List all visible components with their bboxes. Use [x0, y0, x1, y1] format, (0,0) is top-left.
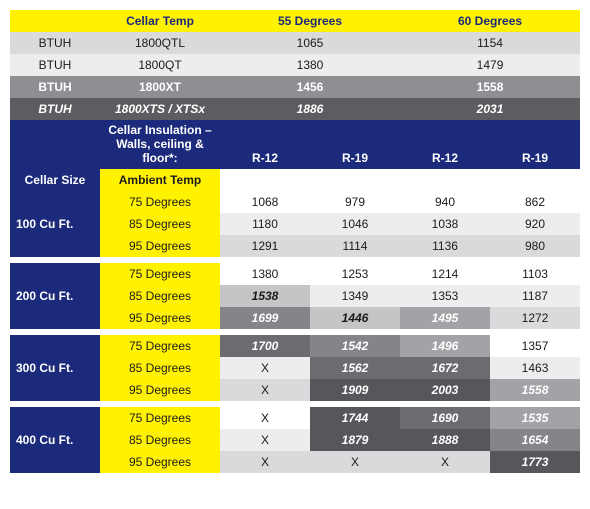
- data-cell: 1654: [490, 429, 580, 451]
- data-cell: 1187: [490, 285, 580, 307]
- btuh-row: BTUH1800XT14561558: [10, 76, 580, 98]
- ambient-temp: 75 Degrees: [100, 407, 220, 429]
- ambient-temp: 75 Degrees: [100, 335, 220, 357]
- data-cell: 979: [310, 191, 400, 213]
- data-cell: X: [220, 379, 310, 401]
- hdr-55: 55 Degrees: [220, 10, 400, 32]
- btuh-v55: 1886: [220, 98, 400, 120]
- data-cell: 1446: [310, 307, 400, 329]
- data-cell: 862: [490, 191, 580, 213]
- col-r12: R-12: [220, 120, 310, 169]
- insulation-header: Cellar Insulation –Walls, ceiling & floo…: [100, 120, 220, 169]
- data-cell: X: [400, 451, 490, 473]
- btuh-model: 1800QT: [100, 54, 220, 76]
- btuh-v60: 2031: [400, 98, 580, 120]
- data-cell: 1214: [400, 263, 490, 285]
- data-cell: 1672: [400, 357, 490, 379]
- ambient-temp: 75 Degrees: [100, 263, 220, 285]
- data-cell: X: [220, 357, 310, 379]
- btuh-v55: 1380: [220, 54, 400, 76]
- data-cell: 1495: [400, 307, 490, 329]
- data-cell: X: [220, 451, 310, 473]
- data-cell: 1535: [490, 407, 580, 429]
- btuh-table: Cellar Temp55 Degrees60 DegreesBTUH1800Q…: [10, 10, 580, 473]
- data-cell: 2003: [400, 379, 490, 401]
- data-cell: 1700: [220, 335, 310, 357]
- data-cell: 1909: [310, 379, 400, 401]
- data-cell: 1542: [310, 335, 400, 357]
- hdr-ambient: Ambient Temp: [100, 169, 220, 191]
- btuh-label: BTUH: [10, 32, 100, 54]
- data-cell: 1744: [310, 407, 400, 429]
- data-cell: 1253: [310, 263, 400, 285]
- btuh-v55: 1065: [220, 32, 400, 54]
- ambient-temp: 85 Degrees: [100, 285, 220, 307]
- data-row: 200 Cu Ft.75 Degrees1380125312141103: [10, 263, 580, 285]
- data-cell: 1046: [310, 213, 400, 235]
- btuh-v60: 1479: [400, 54, 580, 76]
- data-row: 100 Cu Ft.75 Degrees1068979940862: [10, 191, 580, 213]
- data-cell: 1496: [400, 335, 490, 357]
- cellar-size-cell: 300 Cu Ft.: [10, 335, 100, 401]
- data-cell: 1773: [490, 451, 580, 473]
- data-cell: X: [220, 429, 310, 451]
- btuh-label: BTUH: [10, 76, 100, 98]
- data-cell: 1272: [490, 307, 580, 329]
- data-cell: 1380: [220, 263, 310, 285]
- btuh-row: BTUH1800QTL10651154: [10, 32, 580, 54]
- hdr-60: 60 Degrees: [400, 10, 580, 32]
- ambient-temp: 85 Degrees: [100, 357, 220, 379]
- ambient-temp: 95 Degrees: [100, 235, 220, 257]
- ambient-temp: 95 Degrees: [100, 379, 220, 401]
- data-cell: 1114: [310, 235, 400, 257]
- data-cell: 1349: [310, 285, 400, 307]
- data-cell: 1699: [220, 307, 310, 329]
- data-cell: 1180: [220, 213, 310, 235]
- data-cell: 1558: [490, 379, 580, 401]
- btuh-v55: 1456: [220, 76, 400, 98]
- data-row: 400 Cu Ft.75 DegreesX174416901535: [10, 407, 580, 429]
- col-r19: R-19: [490, 120, 580, 169]
- ambient-temp: 95 Degrees: [100, 451, 220, 473]
- btuh-model: 1800QTL: [100, 32, 220, 54]
- btuh-row: BTUH1800QT13801479: [10, 54, 580, 76]
- data-cell: 940: [400, 191, 490, 213]
- data-cell: 1291: [220, 235, 310, 257]
- data-cell: 1136: [400, 235, 490, 257]
- data-cell: X: [220, 407, 310, 429]
- col-r12: R-12: [400, 120, 490, 169]
- hdr-cellar-temp: Cellar Temp: [100, 10, 220, 32]
- hdr-cellar-size: Cellar Size: [10, 169, 100, 191]
- data-cell: 1690: [400, 407, 490, 429]
- btuh-label: BTUH: [10, 98, 100, 120]
- data-row: 300 Cu Ft.75 Degrees1700154214961357: [10, 335, 580, 357]
- cellar-size-cell: 200 Cu Ft.: [10, 263, 100, 329]
- cellar-size-cell: 100 Cu Ft.: [10, 191, 100, 257]
- data-cell: 1888: [400, 429, 490, 451]
- btuh-label: BTUH: [10, 54, 100, 76]
- data-cell: 1463: [490, 357, 580, 379]
- data-cell: 1538: [220, 285, 310, 307]
- data-cell: 980: [490, 235, 580, 257]
- btuh-model: 1800XTS / XTSx: [100, 98, 220, 120]
- data-cell: 1068: [220, 191, 310, 213]
- btuh-v60: 1558: [400, 76, 580, 98]
- btuh-v60: 1154: [400, 32, 580, 54]
- cellar-size-cell: 400 Cu Ft.: [10, 407, 100, 473]
- data-cell: 1038: [400, 213, 490, 235]
- col-r19: R-19: [310, 120, 400, 169]
- data-cell: 1353: [400, 285, 490, 307]
- btuh-model: 1800XT: [100, 76, 220, 98]
- data-cell: 920: [490, 213, 580, 235]
- data-cell: 1103: [490, 263, 580, 285]
- data-cell: X: [310, 451, 400, 473]
- data-cell: 1879: [310, 429, 400, 451]
- ambient-temp: 75 Degrees: [100, 191, 220, 213]
- ambient-temp: 95 Degrees: [100, 307, 220, 329]
- btuh-row: BTUH1800XTS / XTSx18862031: [10, 98, 580, 120]
- data-cell: 1562: [310, 357, 400, 379]
- ambient-temp: 85 Degrees: [100, 429, 220, 451]
- data-cell: 1357: [490, 335, 580, 357]
- ambient-temp: 85 Degrees: [100, 213, 220, 235]
